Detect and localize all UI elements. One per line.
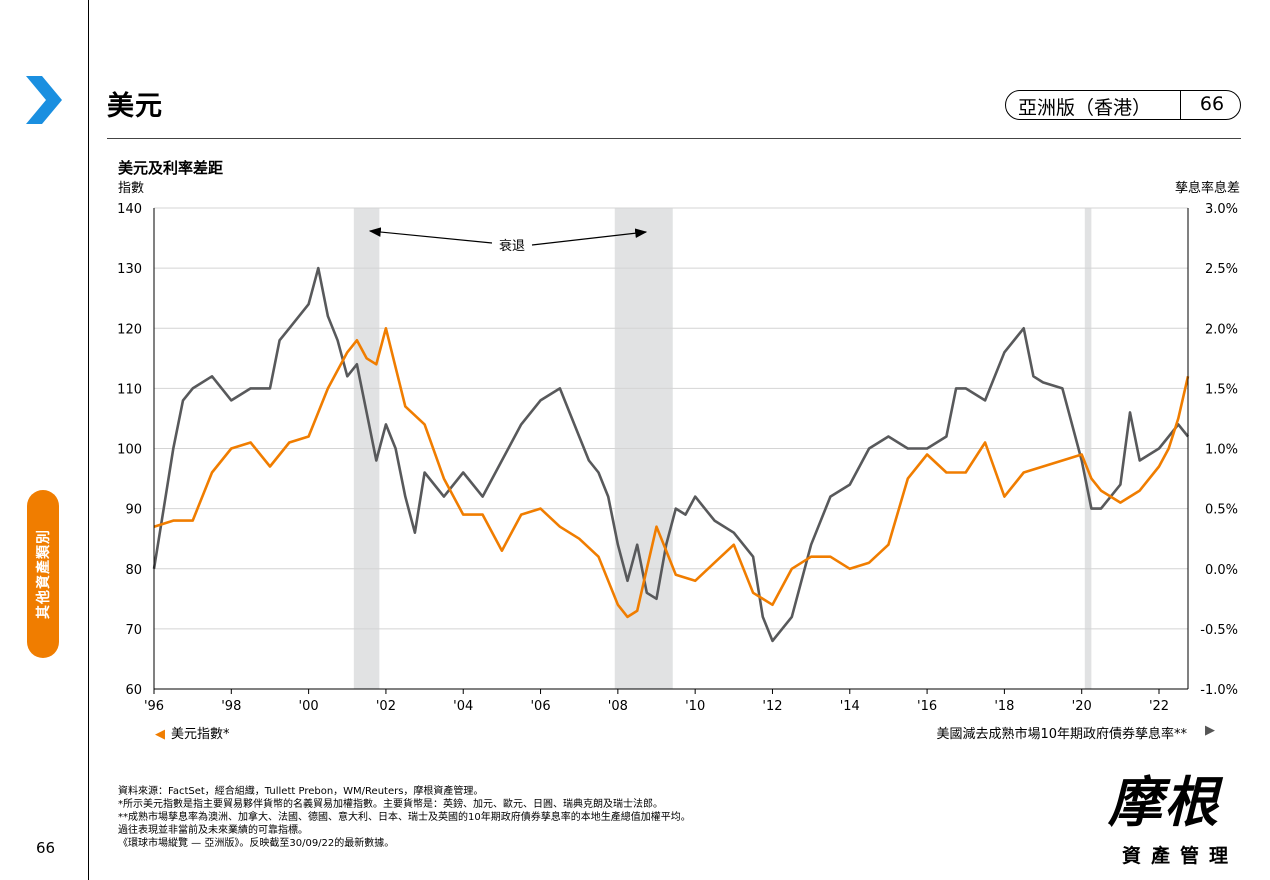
page-title: 美元 (107, 91, 163, 122)
y-tick-label-left: 70 (125, 623, 142, 638)
x-tick-label: '12 (762, 699, 782, 714)
badge-page-number: 66 (1199, 93, 1225, 115)
x-tick-label: '06 (530, 699, 550, 714)
y-tick-label-left: 100 (117, 443, 142, 458)
triangle-left-icon: ◀ (155, 727, 165, 742)
y-axis-right-label: 孳息率息差 (1174, 181, 1240, 196)
triangle-right-icon: ▶ (1205, 723, 1215, 738)
x-tick-label: '08 (608, 699, 628, 714)
y-tick-label-left: 130 (117, 262, 142, 277)
usd-index-line (153, 326, 1190, 619)
logo-sub: 資產管理 (1122, 845, 1239, 867)
y-tick-label-right: 1.0% (1205, 443, 1238, 458)
footnote-dm-yield: **成熟市場孳息率為澳洲、加拿大、法國、德國、意大利、日本、瑞士及英國的10年期… (118, 812, 691, 823)
x-tick-label: '04 (453, 699, 473, 714)
y-tick-label-left: 120 (117, 322, 142, 337)
y-tick-label-right: -0.5% (1200, 623, 1238, 638)
x-tick-label: '22 (1149, 699, 1169, 714)
y-tick-label-left: 80 (125, 563, 142, 578)
y-tick-label-left: 110 (117, 382, 142, 397)
edition-label: 亞洲版（香港） (1018, 97, 1152, 119)
footnote-source: 資料來源：FactSet，經合組織，Tullett Prebon，WM/Reut… (118, 786, 484, 797)
y-tick-label-right: 2.0% (1205, 322, 1238, 337)
x-tick-label: '02 (376, 699, 396, 714)
y-tick-label-right: 0.5% (1205, 503, 1238, 518)
x-tick-label: '10 (685, 699, 705, 714)
edition-badge: 亞洲版（香港） 66 (1005, 90, 1241, 120)
legend-spread-label: 美國減去成熟市場10年期政府債券孳息率** (936, 727, 1187, 742)
y-tick-label-right: 2.5% (1205, 262, 1238, 277)
chart-title: 美元及利率差距 (118, 159, 224, 177)
legend-usd-index: ◀ 美元指數* (155, 723, 230, 742)
header-rule (107, 138, 1241, 139)
y-tick-label-right: -1.0% (1200, 683, 1238, 698)
footnote-disclaimer: 過往表現並非當前及未來業績的可靠指標。 (118, 825, 308, 836)
x-tick-label: '00 (299, 699, 319, 714)
x-tick-label: '20 (1072, 699, 1092, 714)
y-tick-label-right: 3.0% (1205, 202, 1238, 217)
y-tick-label-left: 60 (125, 683, 142, 698)
logo-main: 摩根 (1108, 770, 1220, 834)
y-tick-label-left: 140 (117, 202, 142, 217)
legend-usd-label: 美元指數* (171, 727, 230, 742)
divider-line (88, 0, 89, 880)
y-axis-left-label: 指數 (118, 181, 145, 196)
chevron-right-icon (26, 76, 62, 124)
yield-spread-line (152, 266, 1190, 643)
y-tick-label-right: 0.0% (1205, 563, 1238, 578)
footnote-usd-index: *所示美元指數是指主要貿易夥伴貨幣的名義貿易加權指數。主要貨幣是：英鎊、加元、歐… (118, 799, 663, 810)
y-tick-label-right: 1.5% (1205, 382, 1238, 397)
badge-separator (1180, 91, 1181, 119)
x-tick-label: '14 (840, 699, 860, 714)
side-section-tab[interactable]: 其他資產類別 (27, 490, 59, 658)
legend-yield-spread: 美國減去成熟市場10年期政府債券孳息率** ▶ (936, 723, 1215, 742)
x-tick-label: '16 (917, 699, 937, 714)
recession-arrow-left (368, 227, 493, 244)
x-tick-label: '98 (221, 699, 241, 714)
footnotes: 資料來源：FactSet，經合組織，Tullett Prebon，WM/Reut… (118, 785, 691, 850)
page-number: 66 (36, 839, 56, 857)
footnote-guide-date: 《環球市場縱覽 — 亞洲版》。反映截至30/09/22的最新數據。 (118, 838, 395, 849)
x-tick-label: '96 (144, 699, 164, 714)
y-tick-label-left: 90 (125, 503, 142, 518)
jpmorgan-logo: 摩根 資產管理 (1108, 758, 1248, 868)
recession-arrow-right (531, 228, 648, 246)
recession-annotation: 衰退 (499, 238, 525, 254)
x-tick-label: '18 (994, 699, 1014, 714)
